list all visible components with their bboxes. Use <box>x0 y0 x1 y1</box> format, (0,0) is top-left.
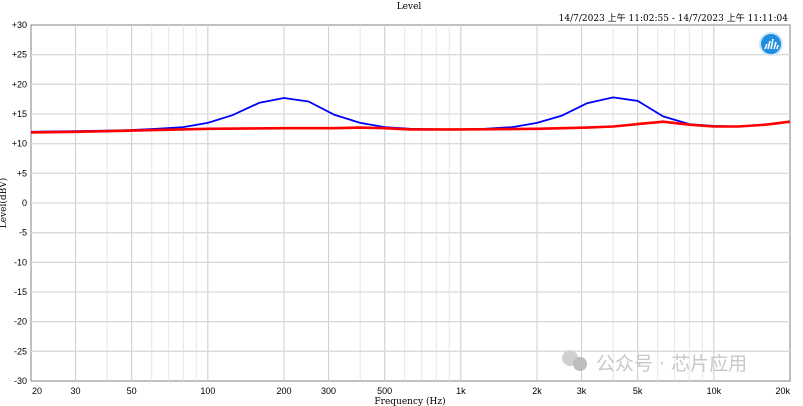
x-tick-label: 300 <box>321 386 336 396</box>
y-tick-label: -10 <box>14 257 27 267</box>
y-tick-label: -20 <box>14 317 27 327</box>
x-tick-label: 30 <box>71 386 81 396</box>
x-axis-label: Frequency (Hz) <box>374 396 445 406</box>
x-tick-label: 200 <box>276 386 291 396</box>
x-tick-label: 3k <box>577 386 587 396</box>
analyzer-app-icon[interactable] <box>759 32 783 56</box>
y-tick-label: +30 <box>12 20 27 30</box>
x-tick-label: 500 <box>377 386 392 396</box>
y-tick-label: +5 <box>17 168 27 178</box>
x-tick-label: 20k <box>775 386 790 396</box>
x-tick-label: 5k <box>633 386 643 396</box>
y-tick-label: +25 <box>12 50 27 60</box>
x-tick-label: 50 <box>127 386 137 396</box>
y-tick-label: -30 <box>14 376 27 386</box>
y-tick-label: -15 <box>14 287 27 297</box>
watermark-text: 公众号 · 芯片应用 <box>596 353 747 375</box>
x-tick-label: 10k <box>707 386 722 396</box>
y-axis-label: Level(dBV) <box>0 178 9 229</box>
x-tick-label: 1k <box>456 386 466 396</box>
y-tick-label: 0 <box>22 198 27 208</box>
x-tick-label: 100 <box>200 386 215 396</box>
watermark: 公众号 · 芯片应用 <box>562 350 747 375</box>
x-tick-label: 2k <box>532 386 542 396</box>
chart-subtitle: 14/7/2023 上午 11:02:55 - 14/7/2023 上午 11:… <box>559 12 789 24</box>
series-line-2 <box>30 120 791 134</box>
y-tick-label: +10 <box>12 139 27 149</box>
y-tick-label: +15 <box>12 109 27 119</box>
y-tick-label: -5 <box>19 228 27 238</box>
chart-title: Level <box>397 2 422 12</box>
x-tick-label: 20 <box>32 386 42 396</box>
y-tick-label: -25 <box>14 346 27 356</box>
y-tick-label: +20 <box>12 79 27 89</box>
